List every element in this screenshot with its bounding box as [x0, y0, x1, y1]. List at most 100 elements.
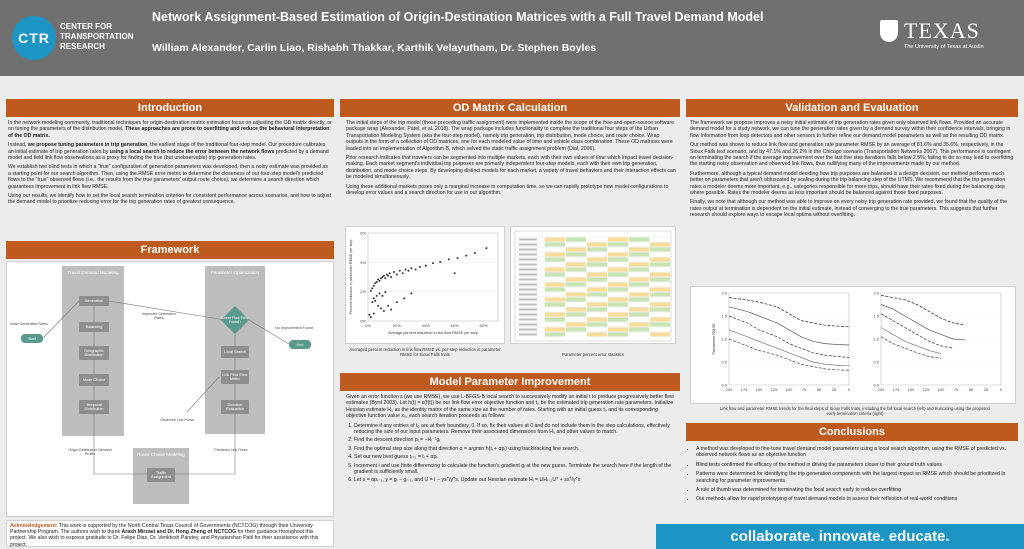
scatter-x-tick: 20%	[393, 323, 401, 328]
rmse-x-tick: 0	[1000, 387, 1003, 392]
table-cell	[650, 272, 670, 277]
rmse-series-line	[728, 297, 850, 327]
ack-text-a: This work is supported by the North Cent…	[10, 523, 313, 536]
table-cell	[587, 327, 607, 332]
table-cell	[629, 327, 649, 332]
model-step-6: Let s = αpᵢ₋₁, y = gᵢ − gᵢ₋₁, and U = I …	[354, 477, 676, 483]
scatter-point	[419, 265, 421, 268]
rmse-x-tick: 150	[756, 387, 763, 392]
table-cell	[629, 287, 649, 292]
table-cell	[566, 262, 586, 267]
parameter-error-table	[510, 226, 676, 344]
rmse-series-line	[880, 336, 942, 359]
intro-p1-a: In the network modeling community, tradi…	[8, 120, 332, 133]
table-cell	[629, 267, 649, 272]
table-cell	[545, 327, 565, 332]
scatter-point	[404, 268, 407, 271]
table-cell	[587, 297, 607, 302]
table-cell	[566, 332, 586, 337]
model-step-4: Set our new best guess tᵢ₊₁ = tᵢ + αpᵢ.	[354, 454, 676, 460]
scatter-point	[384, 291, 387, 294]
ack-lead: Acknowledgement:	[10, 523, 58, 529]
rmse-y-tick: 1.0	[721, 337, 727, 342]
scatter-x-tick: 80%	[480, 323, 488, 328]
table-cell	[629, 262, 649, 267]
model-step-3: Find the optimal step size along that di…	[354, 446, 676, 452]
footer-slogan: collaborate. innovate. educate.	[656, 524, 1024, 549]
validation-paragraph-1: The framework we propose improves a nois…	[690, 120, 1011, 139]
poster-authors: William Alexander, Carlin Liao, Rishabh …	[152, 42, 597, 54]
scatter-point	[424, 264, 427, 267]
traffic-assignment-node: Traffic Assignment	[147, 468, 175, 482]
table-cell	[629, 247, 649, 252]
table-cell	[566, 317, 586, 322]
table-cell	[650, 322, 670, 327]
balancing-node: Balancing	[79, 322, 109, 332]
table-cell	[566, 242, 586, 247]
table-cell	[650, 257, 670, 262]
scatter-point	[375, 281, 378, 284]
conclusions-list: A method was developed to fine-tune trav…	[690, 446, 1016, 506]
table-row-label	[519, 303, 537, 306]
table-cell	[629, 252, 649, 257]
scatter-point	[485, 247, 488, 250]
rmse-y-label: Parameter RMSE	[711, 323, 716, 355]
scatter-point	[407, 269, 410, 272]
table-cell	[629, 322, 649, 327]
rmse-y-tick: 0.0	[873, 383, 879, 388]
table-row-label	[519, 273, 537, 276]
table-cell	[545, 302, 565, 307]
conclusion-item-2: Blind tests confirmed the efficacy of th…	[696, 462, 1016, 468]
geographic-distribution-node: Geographic Distribution	[79, 346, 109, 360]
model-parameter-text: Given an error function ε (we use RMSE),…	[346, 394, 676, 486]
rmse-x-tick: 50	[969, 387, 974, 392]
table-cell	[629, 292, 649, 297]
validation-paragraph-3: Furthermore, although a typical demand m…	[690, 170, 1006, 197]
table-cell	[587, 332, 607, 337]
table-cell	[608, 257, 628, 262]
table-row-label	[519, 248, 537, 251]
table-cell	[650, 312, 670, 317]
table-cell	[608, 287, 628, 292]
framework-arrows	[42, 300, 290, 475]
model-step-2: Find the descent direction pᵢ = −Hᵢ⁻¹gᵢ	[354, 437, 676, 443]
validation-text: The framework we propose improves a nois…	[690, 120, 1016, 222]
table-row-label	[519, 313, 537, 316]
intro-paragraph-4: Using our results, we identify how to se…	[8, 193, 331, 206]
table-cell	[629, 257, 649, 262]
local-search-node: Local Search	[221, 346, 249, 358]
table-cell	[587, 257, 607, 262]
label-predicted-flows: Predicted Link Flows	[214, 448, 248, 452]
intro-p1-b: These approaches are prone to overfittin…	[8, 126, 330, 139]
table-cell	[608, 312, 628, 317]
table-row-label	[519, 263, 537, 266]
table-cell	[587, 322, 607, 327]
table-row-label	[519, 243, 537, 246]
table-cell	[545, 237, 565, 242]
acknowledgement: Acknowledgement: This work is supported …	[6, 520, 334, 548]
rmse-x-tick: 125	[923, 387, 930, 392]
scatter-point	[395, 273, 398, 276]
table-cell	[629, 307, 649, 312]
rmse-x-tick: 0	[848, 387, 851, 392]
table-cell	[545, 292, 565, 297]
table-cell	[629, 237, 649, 242]
scatter-point	[378, 292, 381, 295]
temporal-distribution-node: Temporal Distribution	[79, 400, 109, 414]
table-cell	[545, 307, 565, 312]
table-row-label	[519, 293, 537, 296]
rmse-x-tick: 125	[771, 387, 778, 392]
model-step-5: Increment i and use finite differencing …	[354, 463, 676, 476]
table-cell	[650, 282, 670, 287]
scatter-point	[447, 258, 450, 261]
table-caption: Parameter percent error statistics	[562, 352, 624, 357]
rmse-y-tick: 1.5	[873, 314, 879, 319]
direction-evaluation-node: Direction Evaluation	[221, 400, 249, 414]
table-row-label	[519, 333, 537, 336]
table-row-label	[519, 328, 537, 331]
table-cell	[608, 247, 628, 252]
table-cell	[608, 317, 628, 322]
header: CTR CENTER FOR TRANSPORTATION RESEARCH N…	[0, 0, 1024, 76]
od-matrix-heading: OD Matrix Calculation	[340, 99, 680, 117]
intro-p2-d: using a local search to reduce the error…	[109, 148, 275, 155]
